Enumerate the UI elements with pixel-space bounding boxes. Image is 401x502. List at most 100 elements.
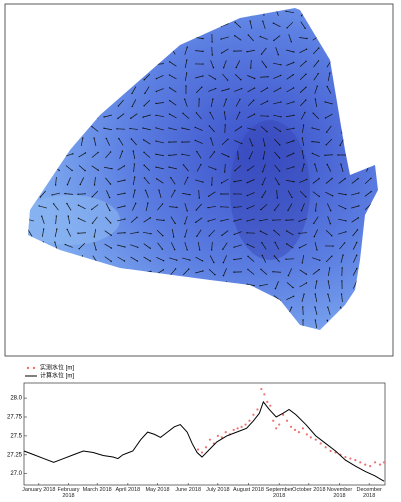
arrow-head [207,220,209,222]
flow-arrow [261,255,267,263]
flow-arrow [170,190,176,198]
flow-arrow [364,204,372,210]
arrow-head [168,154,170,157]
flow-arrow [195,256,203,262]
arrow-head [305,196,307,198]
arrow-head [266,130,268,133]
arrow-head [202,50,204,53]
flow-arrow [117,165,125,171]
flow-arrow [130,256,138,262]
flow-arrow [262,177,266,185]
arrow-head [314,98,317,100]
arrow-head [220,182,223,184]
flow-arrow [158,190,162,198]
arrow-head [124,232,126,234]
arrow-head [208,235,210,237]
flow-arrow [299,179,307,183]
flow-arrow [326,164,332,172]
arrow-head [143,164,145,166]
arrow-head [149,217,152,219]
arrow-head [302,319,304,321]
arrow-head [168,61,171,63]
arrow-head [303,293,305,295]
arrow-head [132,150,134,152]
arrow-head [292,152,295,155]
flow-arrow [118,99,124,107]
arrow-head [58,169,60,172]
arrow-head [109,151,112,153]
arrow-head [105,137,107,140]
flow-arrow [325,101,333,105]
flow-arrow [262,151,266,159]
flow-arrow [222,242,228,250]
flow-arrow [169,87,177,93]
flow-arrow [195,179,203,183]
flow-arrow [286,127,294,131]
flow-arrow [286,49,294,53]
flow-arrow [39,205,47,209]
arrow-head [274,287,277,290]
arrow-head [305,99,307,101]
arrow-head [202,63,204,65]
flow-arrow [262,138,266,146]
arrow-head [246,181,249,184]
arrow-head [300,15,303,17]
data-point [240,425,243,428]
arrow-head [162,260,165,262]
arrow-head [273,39,275,42]
flow-arrow [117,179,125,183]
flow-arrow [211,241,213,251]
flow-arrow [79,177,85,185]
arrow-head [200,163,202,166]
arrow-head [246,243,249,245]
arrow-head [207,195,210,197]
arrow-head [142,127,144,129]
arrow-head [318,47,320,49]
arrow-head [222,248,224,251]
flow-arrow [209,151,215,159]
arrow-head [168,74,171,76]
flow-arrow [208,166,216,170]
flow-arrow [262,164,266,172]
flow-arrow [181,192,191,196]
x-tick-label: September 2018 [265,487,293,499]
arrow-head [225,98,228,100]
flow-arrow [91,204,99,210]
flow-arrow [247,99,255,107]
arrow-head [189,193,191,196]
arrow-head [214,274,216,276]
arrow-head [66,228,68,231]
data-point [293,428,297,431]
arrow-head [110,247,113,249]
flow-arrow [55,215,57,225]
arrow-head [327,293,329,295]
arrow-head [42,228,45,230]
arrow-head [215,168,217,171]
flow-arrow [169,166,177,170]
flow-arrow [119,151,123,159]
flow-arrow [260,87,268,93]
arrow-head [233,271,235,273]
arrow-head [143,151,145,154]
arrow-head [341,280,343,282]
flow-arrow [273,62,281,66]
flow-arrow [156,127,164,131]
flow-arrow [300,21,306,29]
flow-arrow [131,99,137,107]
arrow-head [293,166,295,168]
arrow-head [233,206,235,209]
flow-arrow [285,114,295,118]
flow-arrow [274,177,280,185]
flow-arrow [312,127,320,131]
flow-arrow [247,75,255,79]
legend-marker [26,366,30,370]
flow-arrow [132,190,136,198]
arrow-head [228,88,230,90]
flow-arrow [156,178,164,184]
arrow-head [292,87,295,89]
arrow-head [134,189,136,191]
flow-arrow [325,229,333,237]
arrow-head [279,144,281,146]
flow-arrow [247,87,255,93]
arrow-head [341,267,343,269]
